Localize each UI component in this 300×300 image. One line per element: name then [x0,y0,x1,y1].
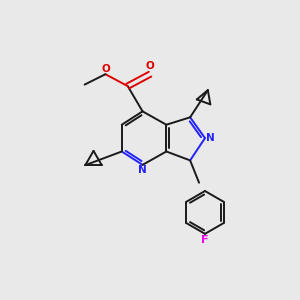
Text: O: O [101,64,110,74]
Text: O: O [146,61,154,70]
Text: N: N [138,165,147,175]
Text: F: F [201,236,209,245]
Text: N: N [206,133,215,143]
